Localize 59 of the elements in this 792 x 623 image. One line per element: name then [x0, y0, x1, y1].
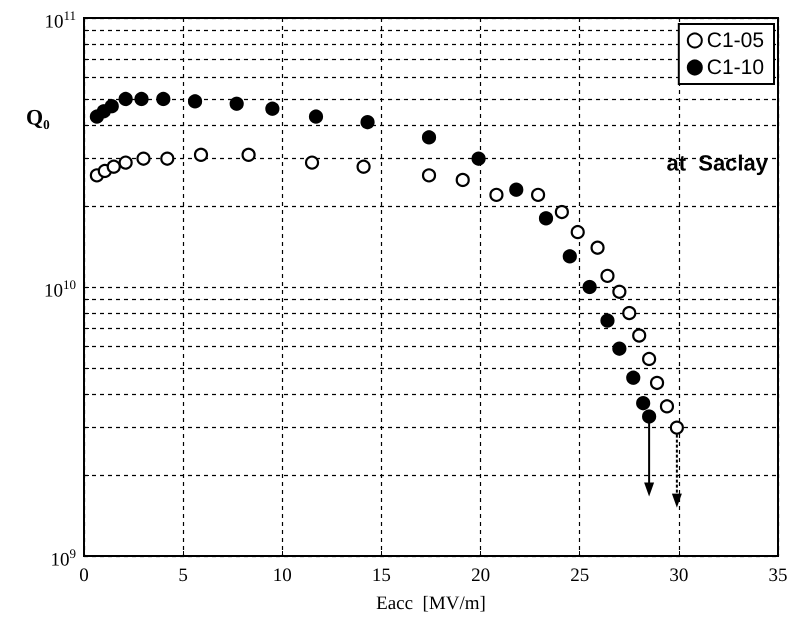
point: [600, 314, 615, 328]
point: [489, 188, 504, 202]
point: [456, 172, 470, 188]
y-tick-label: 10$^{9}$: [50, 545, 76, 572]
point: [265, 102, 280, 116]
point: [562, 249, 577, 264]
point: [194, 148, 208, 162]
point: [134, 92, 149, 106]
point: [650, 376, 664, 390]
point: [104, 99, 119, 114]
point: [642, 352, 656, 366]
x-tick-label: 10: [272, 565, 292, 586]
legend-label: C1-05: [706, 29, 764, 52]
point: [422, 130, 436, 144]
point: [118, 92, 133, 106]
x-tick-label: 15: [372, 565, 391, 586]
point: [530, 188, 546, 202]
point: [612, 284, 626, 299]
point: [626, 370, 640, 385]
x-tick-label: 20: [471, 565, 490, 586]
point: [570, 224, 585, 240]
point: [600, 268, 615, 283]
x-tick-label: 5: [178, 565, 188, 586]
point: [636, 396, 650, 410]
point: [136, 152, 151, 166]
y-tick-label: 10$^{11}$: [44, 7, 76, 34]
point: [632, 328, 646, 343]
x-axis-title: Eacc [MV/m]: [376, 593, 486, 614]
point: [660, 399, 674, 414]
y-axis-title: Q₀: [26, 104, 50, 130]
x-tick-label: 25: [570, 565, 590, 586]
point: [590, 240, 605, 255]
point: [160, 152, 174, 166]
x-tick-label: 0: [79, 565, 89, 586]
legend-label: C1-10: [706, 56, 764, 79]
point: [538, 211, 554, 226]
point: [642, 409, 656, 424]
point: [554, 204, 569, 220]
point: [230, 96, 244, 111]
point: [422, 168, 436, 182]
point: [118, 156, 133, 170]
point: [356, 160, 371, 174]
point: [472, 152, 486, 166]
point: [582, 280, 597, 294]
point: [509, 182, 524, 197]
point: [670, 420, 684, 435]
point: [156, 92, 170, 106]
point: [106, 160, 121, 174]
point: [241, 148, 256, 162]
point: [612, 342, 626, 356]
point: [188, 94, 202, 108]
point: [304, 156, 320, 170]
point: [622, 306, 636, 320]
point: [360, 115, 375, 130]
x-tick-label: 30: [669, 565, 688, 586]
annotation: at Saclay: [666, 150, 769, 176]
point: [308, 110, 324, 124]
x-tick-label: 35: [768, 565, 788, 586]
y-tick-label: 10$^{10}$: [44, 276, 76, 302]
